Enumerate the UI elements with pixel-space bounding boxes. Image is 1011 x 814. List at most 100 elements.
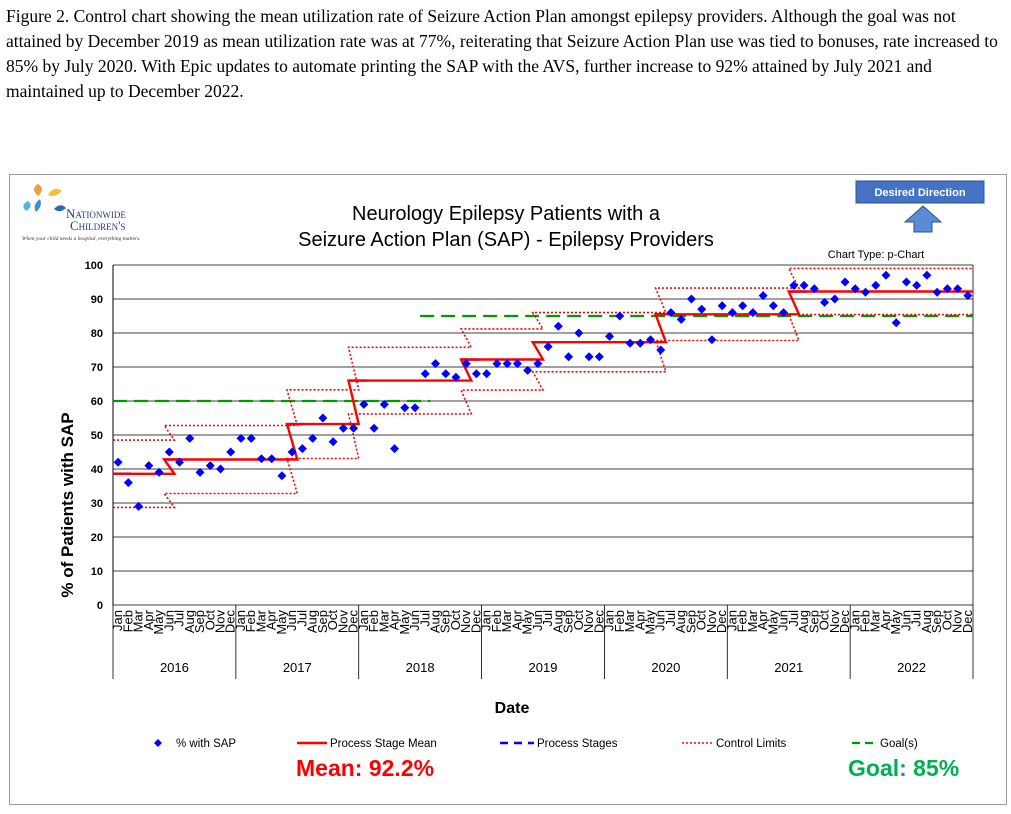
data-point bbox=[666, 308, 676, 318]
y-tick-label: 30 bbox=[91, 498, 103, 510]
data-point bbox=[605, 331, 615, 341]
data-point bbox=[185, 433, 195, 443]
goal-summary-label: Goal: 85% bbox=[848, 755, 959, 781]
month-tick-label: May bbox=[397, 610, 412, 635]
lower-control-limit bbox=[113, 313, 973, 509]
data-point bbox=[912, 280, 922, 290]
month-tick-label: Jun bbox=[776, 610, 791, 631]
chart-type-label: Chart Type: p-Chart bbox=[828, 249, 924, 261]
y-tick-label: 60 bbox=[91, 396, 103, 408]
data-point bbox=[328, 437, 338, 447]
month-tick-label: Jun bbox=[284, 610, 299, 631]
data-point bbox=[369, 423, 379, 433]
mean-summary-label: Mean: 92.2% bbox=[296, 755, 434, 781]
data-point bbox=[738, 301, 748, 311]
month-tick-label: Mar bbox=[131, 609, 146, 632]
data-point bbox=[553, 321, 563, 331]
figure-caption: Figure 2. Control chart showing the mean… bbox=[6, 6, 998, 101]
month-tick-label: Dec bbox=[714, 610, 729, 634]
data-point bbox=[308, 433, 318, 443]
month-tick-label: Aug bbox=[182, 610, 197, 633]
month-tick-label: May bbox=[520, 610, 535, 635]
data-point bbox=[820, 297, 830, 307]
data-point bbox=[338, 423, 348, 433]
butterfly-icon-wing-1 bbox=[34, 184, 42, 196]
month-tick-label: Nov bbox=[950, 610, 965, 634]
month-tick-label: Aug bbox=[673, 610, 688, 633]
axis-layer: 0 10 20 30 40 50 60 70 80 90 100 bbox=[85, 260, 974, 612]
month-tick-label: Oct bbox=[571, 610, 586, 631]
month-tick-label: Jul bbox=[417, 610, 432, 627]
month-tick-label: Feb bbox=[243, 610, 258, 632]
data-point bbox=[482, 369, 492, 379]
month-tick-label: Jul bbox=[786, 610, 801, 627]
month-tick-label: Apr bbox=[755, 609, 770, 630]
butterfly-icon-wing-2 bbox=[34, 199, 41, 212]
month-tick-label: Nov bbox=[213, 610, 228, 634]
data-point bbox=[379, 399, 389, 409]
month-tick-label: Nov bbox=[827, 610, 842, 634]
goal-layer bbox=[113, 314, 973, 403]
chart-frame: Nationwide Children's When your child ne… bbox=[9, 174, 1007, 805]
month-tick-label: Oct bbox=[939, 610, 954, 631]
data-point bbox=[922, 270, 932, 280]
year-tick-label: 2016 bbox=[160, 660, 189, 675]
month-tick-label: Aug bbox=[550, 610, 565, 633]
data-point bbox=[175, 457, 185, 467]
desired-direction-label: Desired Direction bbox=[874, 187, 965, 199]
month-tick-label: Oct bbox=[448, 610, 463, 631]
month-tick-label: Oct bbox=[817, 610, 832, 631]
butterfly-icon-wing-3 bbox=[48, 188, 62, 196]
data-point bbox=[256, 454, 266, 464]
data-point bbox=[349, 423, 359, 433]
y-tick-label: 10 bbox=[91, 566, 103, 578]
month-tick-label: Mar bbox=[868, 609, 883, 632]
data-point bbox=[205, 461, 215, 471]
up-arrow-icon bbox=[903, 205, 943, 233]
data-point bbox=[789, 280, 799, 290]
data-point bbox=[431, 359, 440, 369]
data-point bbox=[697, 304, 707, 314]
month-tick-label: Dec bbox=[469, 610, 484, 634]
upper-control-limit bbox=[113, 267, 973, 441]
month-tick-label: May bbox=[888, 610, 903, 635]
year-tick-label: 2018 bbox=[406, 660, 435, 675]
data-point bbox=[113, 457, 123, 467]
legend-label: Goal(s) bbox=[880, 738, 918, 750]
data-point bbox=[840, 277, 850, 287]
month-tick-labels: JanFebMarAprMayJunJulAugSepOctNovDecJanF… bbox=[110, 609, 975, 634]
month-tick-label: Jan bbox=[847, 610, 862, 631]
data-point bbox=[953, 284, 963, 294]
legend-label: Process Stages bbox=[537, 738, 618, 750]
month-tick-label: Jun bbox=[530, 610, 545, 631]
month-tick-label: Oct bbox=[325, 610, 340, 631]
data-point bbox=[625, 338, 635, 348]
data-point bbox=[533, 359, 543, 369]
data-point bbox=[932, 287, 942, 297]
process-stage-mean bbox=[113, 290, 973, 475]
year-tick-label: 2020 bbox=[651, 660, 680, 675]
month-tick-label: Dec bbox=[837, 610, 852, 634]
grid-layer bbox=[113, 264, 973, 606]
data-point bbox=[287, 447, 297, 457]
data-point bbox=[656, 345, 666, 355]
chart-title-line1: Neurology Epilepsy Patients with a bbox=[352, 203, 661, 225]
data-point bbox=[748, 308, 758, 318]
year-tick-label: 2017 bbox=[283, 660, 312, 675]
year-tick-labels: 2016 2017 2018 2019 2020 2021 2022 bbox=[112, 605, 974, 679]
data-point bbox=[707, 335, 717, 345]
control-chart: Nationwide Children's When your child ne… bbox=[22, 180, 985, 781]
month-tick-label: Apr bbox=[387, 609, 402, 630]
data-point bbox=[236, 433, 246, 443]
month-tick-label: Jan bbox=[233, 610, 248, 631]
desired-direction-box bbox=[855, 180, 985, 204]
logo-tagline: When your child needs a hospital, everyt… bbox=[22, 236, 141, 242]
data-point bbox=[216, 464, 225, 474]
month-tick-label: Jul bbox=[294, 610, 309, 627]
data-point bbox=[154, 467, 164, 477]
butterfly-icon-wing-4 bbox=[23, 201, 31, 211]
process-mean-layer bbox=[113, 290, 973, 475]
month-tick-label: Aug bbox=[305, 610, 320, 633]
y-tick-label: 40 bbox=[91, 464, 103, 476]
y-tick-label: 70 bbox=[91, 362, 103, 374]
